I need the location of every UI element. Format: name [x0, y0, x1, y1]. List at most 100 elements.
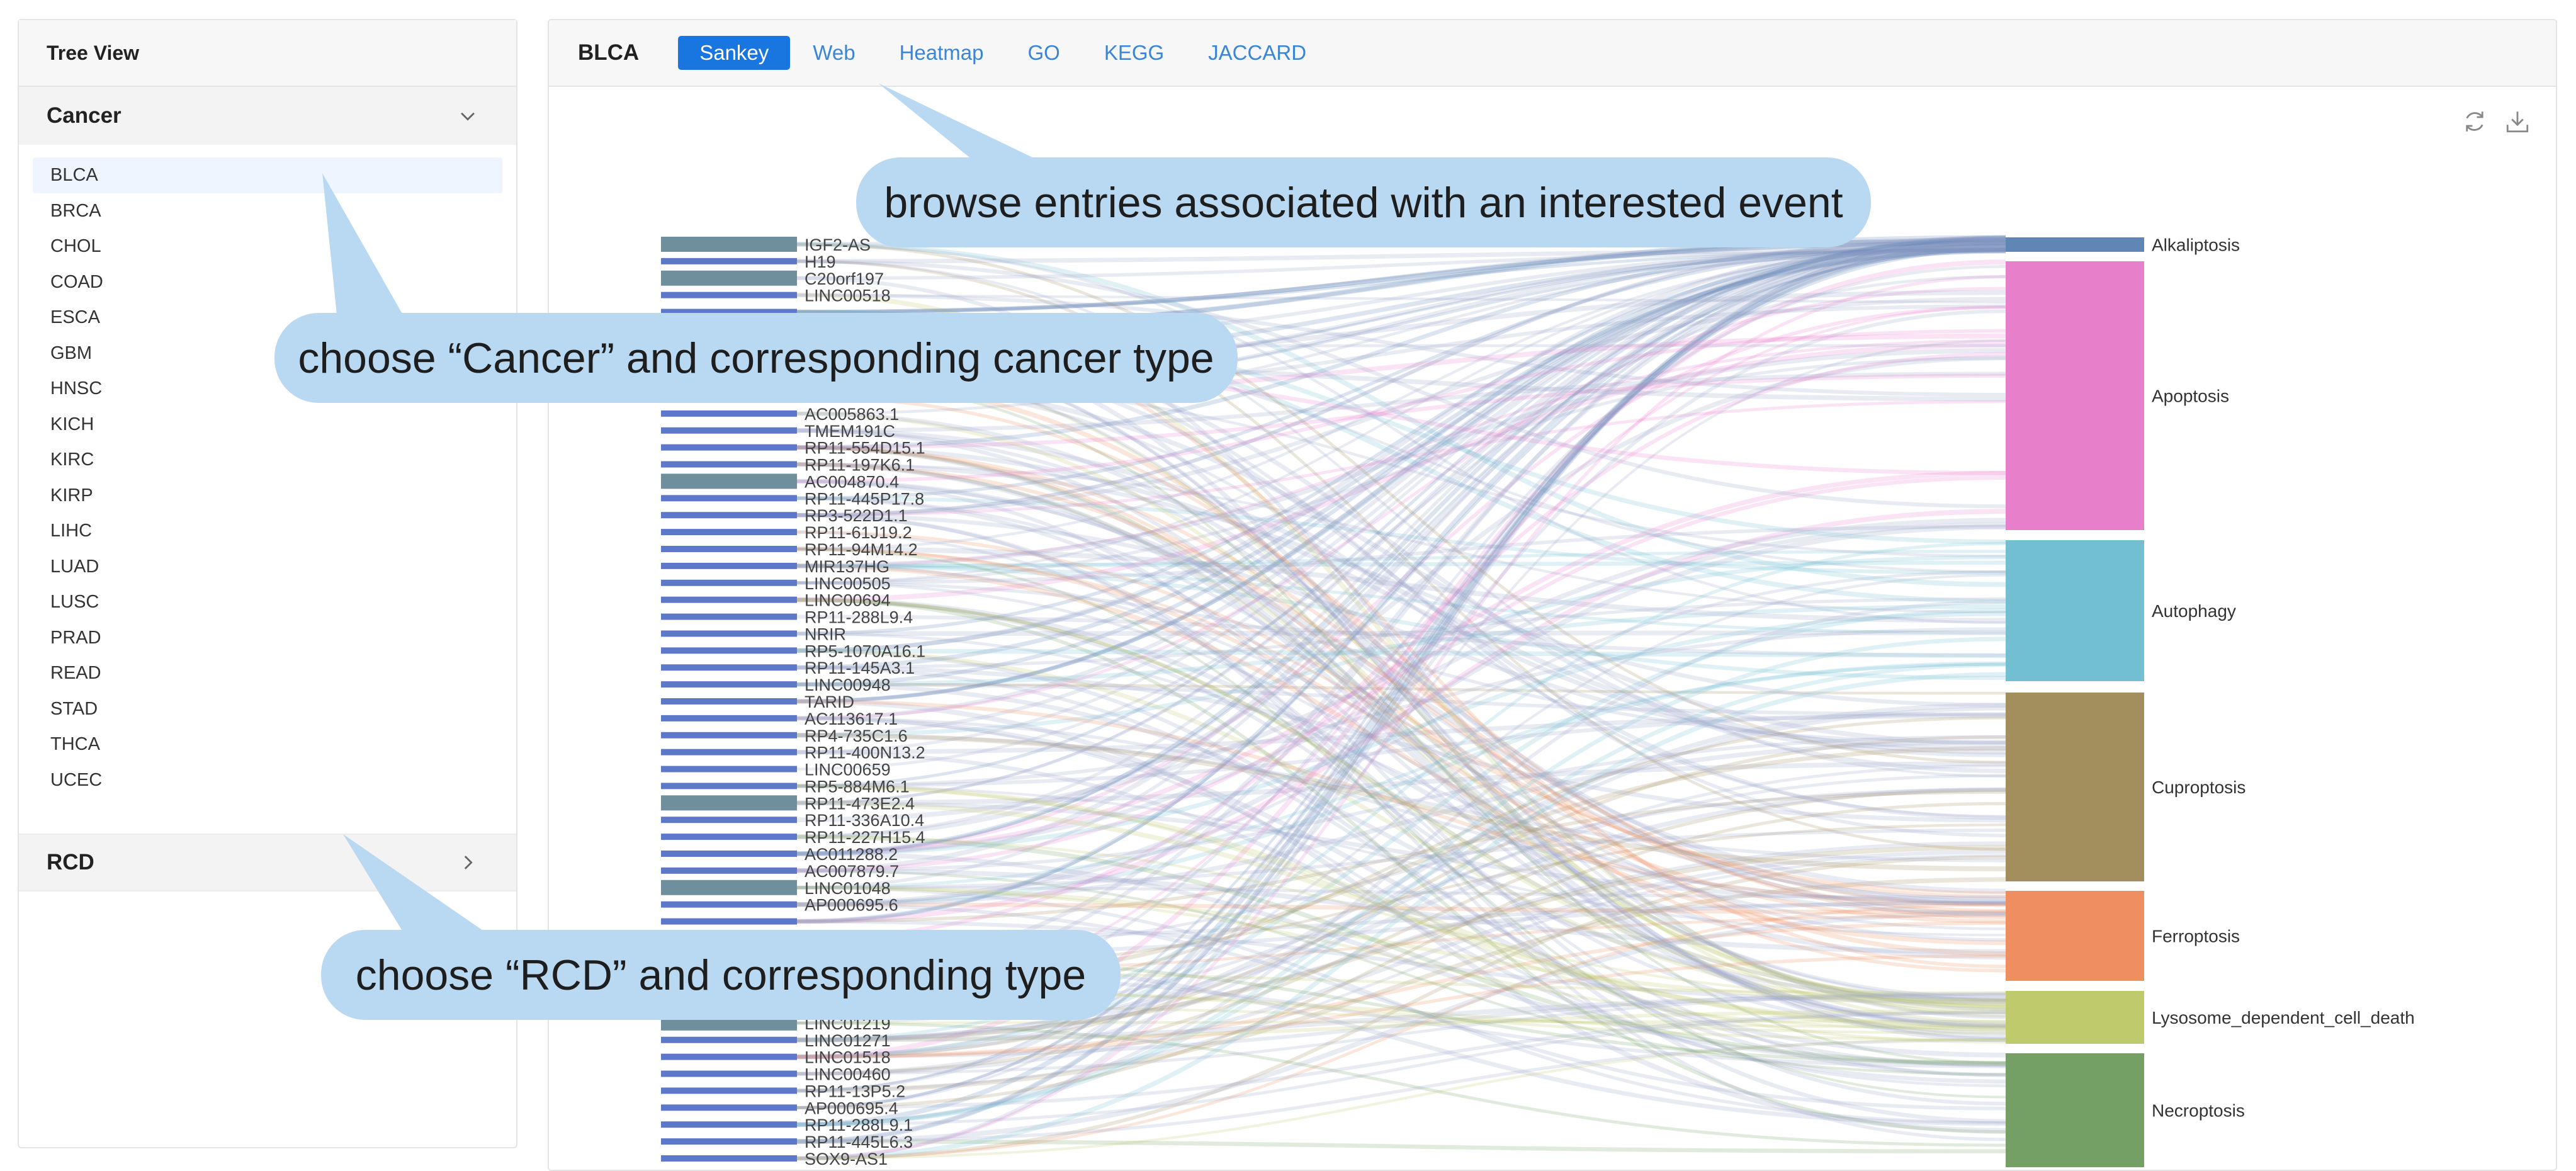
sankey-left-node[interactable] — [661, 512, 797, 518]
sankey-left-label: TARID — [805, 693, 854, 711]
sankey-node-autophagy[interactable] — [2006, 540, 2144, 681]
sankey-left-label: NRIR — [805, 625, 846, 643]
sankey-left-label: RP11-227H15.4 — [805, 828, 925, 847]
callout-choose-cancer: choose “Cancer” and corresponding cancer… — [274, 313, 1238, 403]
sankey-left-label: RP11-145A3.1 — [805, 659, 915, 677]
sankey-left-node[interactable] — [661, 473, 797, 489]
sankey-left-label: RP11-445L6.3 — [805, 1133, 913, 1151]
sankey-left-label: TMEM191C — [805, 422, 895, 441]
sankey-node-label: Ferroptosis — [2152, 927, 2240, 946]
sankey-left-label: IGF2-AS — [805, 235, 871, 254]
sankey-node-label: Apoptosis — [2152, 387, 2229, 406]
sankey-left-node[interactable] — [661, 546, 797, 552]
sankey-left-label: AC005863.1 — [805, 405, 899, 424]
sankey-left-label: RP5-1070A16.1 — [805, 642, 925, 660]
sankey-left-node[interactable] — [661, 258, 797, 264]
sankey-left-node[interactable] — [661, 292, 797, 298]
sankey-left-label: RP11-336A10.4 — [805, 811, 924, 830]
sankey-left-label: MIR137HG — [805, 557, 890, 576]
sankey-node-lysosome_dependent_cell_death[interactable] — [2006, 991, 2144, 1044]
sankey-left-node[interactable] — [661, 732, 797, 738]
sankey-left-node[interactable] — [661, 410, 797, 417]
sankey-left-node[interactable] — [661, 919, 797, 925]
sankey-left-label: AC011288.2 — [805, 845, 898, 864]
sankey-node-label: Cuproptosis — [2152, 778, 2246, 797]
sankey-left-node[interactable] — [661, 783, 797, 789]
sankey-left-node[interactable] — [661, 1121, 797, 1128]
sankey-left-label: H19 — [805, 252, 836, 271]
sankey-left-label: LINC00694 — [805, 591, 891, 610]
sankey-left-label: LINC00518 — [805, 286, 891, 305]
sankey-left-label: RP11-197K6.1 — [805, 456, 915, 475]
sankey-left-label: AP000695.4 — [805, 1099, 898, 1117]
sankey-left-node[interactable] — [661, 444, 797, 451]
sankey-left-label: RP11-445P17.8 — [805, 489, 924, 508]
sankey-left-label: RP11-473E2.4 — [805, 794, 915, 813]
sankey-left-label: RP4-735C1.6 — [805, 727, 908, 745]
sankey-left-node[interactable] — [661, 880, 797, 895]
sankey-left-node[interactable] — [661, 902, 797, 908]
sankey-left-node[interactable] — [661, 766, 797, 772]
sankey-node-necroptosis[interactable] — [2006, 1053, 2144, 1167]
sankey-left-label: RP11-400N13.2 — [805, 744, 925, 762]
sankey-left-label: RP11-94M14.2 — [805, 540, 918, 559]
sankey-left-node[interactable] — [661, 1155, 797, 1162]
sankey-left-label: AC007879.7 — [805, 862, 899, 881]
sankey-left-node[interactable] — [661, 698, 797, 704]
callout-choose-rcd: choose “RCD” and corresponding type — [321, 930, 1121, 1020]
sankey-left-label: LINC00460 — [805, 1065, 891, 1084]
sankey-node-cuproptosis[interactable] — [2006, 693, 2144, 881]
sankey-left-label: LINC01518 — [805, 1048, 891, 1067]
sankey-left-node[interactable] — [661, 834, 797, 840]
sankey-left-node[interactable] — [661, 795, 797, 810]
sankey-left-node[interactable] — [661, 427, 797, 434]
sankey-node-label: Necroptosis — [2152, 1101, 2245, 1121]
sankey-left-node[interactable] — [661, 1104, 797, 1111]
sankey-left-node[interactable] — [661, 580, 797, 586]
sankey-left-label: AC113617.1 — [805, 710, 898, 728]
sankey-left-node[interactable] — [661, 614, 797, 620]
sankey-left-node[interactable] — [661, 817, 797, 823]
sankey-left-node[interactable] — [661, 630, 797, 636]
sankey-left-node[interactable] — [661, 495, 797, 501]
sankey-left-node[interactable] — [661, 1037, 797, 1043]
sankey-node-label: Autophagy — [2152, 601, 2236, 621]
sankey-left-node[interactable] — [661, 647, 797, 653]
sankey-left-node[interactable] — [661, 1071, 797, 1077]
sankey-left-label: LINC00659 — [805, 761, 891, 779]
sankey-left-label: RP11-554D15.1 — [805, 439, 925, 458]
sankey-left-label: LINC01271 — [805, 1031, 891, 1050]
sankey-node-label: Alkaliptosis — [2152, 235, 2240, 255]
sankey-node-apoptosis[interactable] — [2006, 261, 2144, 530]
sankey-left-label: C20orf197 — [805, 269, 884, 288]
sankey-node-alkaliptosis[interactable] — [2006, 237, 2144, 252]
sankey-left-label: RP5-884M6.1 — [805, 777, 910, 796]
sankey-left-node[interactable] — [661, 271, 797, 286]
sankey-left-label: RP11-61J19.2 — [805, 523, 912, 542]
sankey-left-label: RP3-522D1.1 — [805, 506, 908, 525]
sankey-left-label: AC004870.4 — [805, 472, 899, 491]
sankey-left-label: AP000695.6 — [805, 896, 898, 915]
sankey-left-node[interactable] — [661, 1087, 797, 1094]
sankey-left-label: LINC01048 — [805, 879, 891, 898]
sankey-left-label: SOX9-AS1 — [805, 1150, 888, 1167]
sankey-left-node[interactable] — [661, 461, 797, 468]
sankey-left-label: LINC00505 — [805, 574, 891, 593]
sankey-node-ferroptosis[interactable] — [2006, 891, 2144, 981]
sankey-left-node[interactable] — [661, 851, 797, 857]
sankey-left-node[interactable] — [661, 664, 797, 670]
sankey-left-node[interactable] — [661, 529, 797, 535]
sankey-right-nodes: Alkaliptosis Apoptosis Autophagy Cuproptosi… — [2006, 235, 2415, 1168]
sankey-left-node[interactable] — [661, 1054, 797, 1060]
sankey-left-node[interactable] — [661, 681, 797, 687]
sankey-left-node[interactable] — [661, 749, 797, 755]
sankey-left-node[interactable] — [661, 715, 797, 721]
sankey-left-node[interactable] — [661, 237, 797, 252]
sankey-left-label: RP11-13P5.2 — [805, 1082, 905, 1100]
sankey-left-label: RP11-288L9.1 — [805, 1116, 913, 1134]
sankey-left-node[interactable] — [661, 563, 797, 569]
sankey-left-node[interactable] — [661, 597, 797, 603]
sankey-left-node[interactable] — [661, 1138, 797, 1145]
sankey-left-node[interactable] — [661, 868, 797, 874]
sankey-left-label: LINC00948 — [805, 676, 891, 694]
